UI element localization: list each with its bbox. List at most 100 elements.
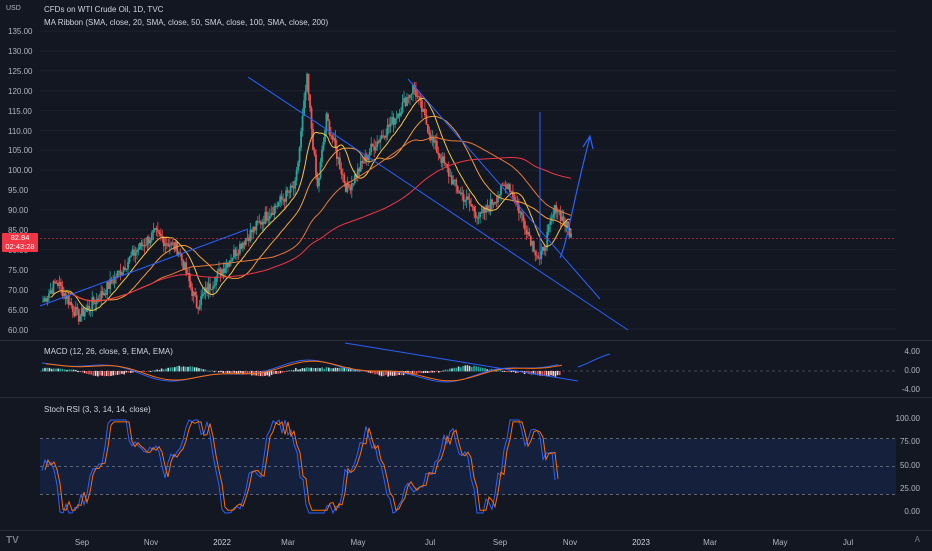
- candle-body: [305, 91, 307, 100]
- macd-histogram-bar: [315, 368, 317, 371]
- price-tick: 105.00: [8, 146, 32, 155]
- candle-body: [230, 261, 232, 262]
- price-chart[interactable]: [0, 0, 932, 340]
- candle-body: [334, 138, 336, 147]
- macd-histogram-bar: [471, 367, 473, 371]
- last-price: 82.84: [2, 233, 38, 242]
- macd-histogram-bar: [456, 368, 458, 372]
- price-tick: 75.00: [8, 266, 28, 275]
- price-tick: 60.00: [8, 326, 28, 335]
- price-tick: 100.00: [8, 166, 32, 175]
- macd-histogram-bar: [90, 371, 92, 375]
- macd-histogram-bar: [440, 371, 442, 372]
- candle-body: [390, 123, 392, 126]
- macd-histogram-bar: [42, 368, 44, 371]
- candle-body: [396, 118, 398, 119]
- candle-body: [60, 282, 62, 286]
- price-chart-panel[interactable]: USD CFDs on WTI Crude Oil, 1D, TVC MA Ri…: [0, 0, 932, 340]
- tradingview-logo-icon[interactable]: TV: [6, 535, 19, 546]
- candle-body: [294, 180, 296, 188]
- candle: [88, 300, 90, 315]
- time-tick: May: [350, 538, 365, 547]
- candle-body: [555, 205, 557, 212]
- candle-body: [273, 206, 275, 215]
- macd-histogram-bar: [273, 371, 275, 374]
- trendline-drawing: [40, 229, 248, 306]
- macd-histogram-bar: [310, 368, 312, 372]
- macd-histogram-bar: [205, 370, 207, 372]
- macd-arrow-drawing: [578, 354, 610, 367]
- macd-histogram-bar: [209, 371, 211, 372]
- candle-body: [552, 215, 554, 218]
- auto-scale-button[interactable]: A: [915, 535, 920, 544]
- candle-body: [309, 94, 311, 108]
- macd-histogram-bar: [174, 367, 176, 371]
- candle-body: [97, 299, 99, 300]
- candle: [157, 222, 159, 238]
- macd-histogram-bar: [416, 371, 418, 374]
- candle-body: [343, 175, 345, 183]
- candle-body: [363, 163, 365, 164]
- candle-body: [491, 199, 493, 204]
- macd-histogram-bar: [62, 369, 64, 371]
- macd-panel[interactable]: MACD (12, 26, close, 9, EMA, EMA) 4.00 0…: [0, 340, 932, 397]
- macd-histogram-bar: [73, 370, 75, 372]
- candle: [124, 259, 126, 270]
- price-tick: 115.00: [8, 107, 32, 116]
- projection-arrow-drawing: [560, 137, 590, 258]
- stoch-rsi-chart[interactable]: [0, 398, 932, 531]
- candle-body: [385, 135, 387, 137]
- macd-histogram-bar: [183, 366, 185, 371]
- candle-body: [439, 155, 441, 158]
- candle-body: [84, 312, 86, 316]
- macd-histogram-bar: [242, 371, 244, 374]
- candle-body: [48, 293, 50, 298]
- macd-histogram-bar: [110, 371, 112, 376]
- symbol-title[interactable]: CFDs on WTI Crude Oil, 1D, TVC: [44, 5, 163, 14]
- bar-countdown: 02:43:28: [2, 242, 38, 251]
- macd-histogram-bar: [104, 371, 106, 376]
- candle-body: [151, 233, 153, 241]
- macd-histogram-bar: [79, 371, 81, 372]
- macd-histogram-bar: [163, 369, 165, 371]
- macd-histogram-bar: [555, 371, 557, 377]
- stoch-rsi-panel[interactable]: Stoch RSI (3, 3, 14, 14, close) 100.00 7…: [0, 397, 932, 531]
- macd-histogram-bar: [291, 370, 293, 371]
- candle-body: [409, 95, 411, 98]
- macd-histogram-bar: [335, 368, 337, 372]
- macd-histogram-bar: [68, 369, 70, 371]
- macd-histogram-bar: [123, 371, 125, 374]
- candle-body: [202, 294, 204, 296]
- candle: [329, 119, 331, 137]
- stoch-rsi-tick: 75.00: [900, 437, 920, 446]
- macd-histogram-bar: [82, 371, 84, 372]
- candle-body: [190, 281, 192, 287]
- macd-histogram-bar: [108, 371, 110, 376]
- macd-histogram-bar: [101, 371, 103, 376]
- candle: [211, 289, 213, 290]
- candle-body: [528, 232, 530, 236]
- stoch-rsi-tick: 0.00: [904, 507, 920, 516]
- candle-body: [232, 258, 234, 261]
- ma-ribbon-legend[interactable]: MA Ribbon (SMA, close, 20, SMA, close, 5…: [44, 18, 328, 27]
- candle-body: [512, 191, 514, 197]
- macd-histogram-bar: [222, 371, 224, 373]
- price-tick: 130.00: [8, 47, 32, 56]
- macd-histogram-bar: [328, 368, 330, 372]
- trendline-drawing: [248, 77, 628, 330]
- macd-histogram-bar: [181, 367, 183, 372]
- macd-legend[interactable]: MACD (12, 26, close, 9, EMA, EMA): [44, 347, 173, 356]
- candle-body: [548, 225, 550, 232]
- macd-histogram-bar: [172, 367, 174, 371]
- candle-body: [291, 186, 293, 187]
- candle-body: [160, 234, 162, 236]
- macd-histogram-bar: [324, 369, 326, 371]
- candle: [121, 272, 123, 275]
- candle-body: [308, 74, 310, 95]
- macd-histogram-bar: [467, 365, 469, 371]
- stoch-rsi-legend[interactable]: Stoch RSI (3, 3, 14, 14, close): [44, 405, 151, 414]
- macd-histogram-bar: [293, 370, 295, 371]
- candle: [460, 187, 462, 195]
- candle-body: [47, 298, 49, 302]
